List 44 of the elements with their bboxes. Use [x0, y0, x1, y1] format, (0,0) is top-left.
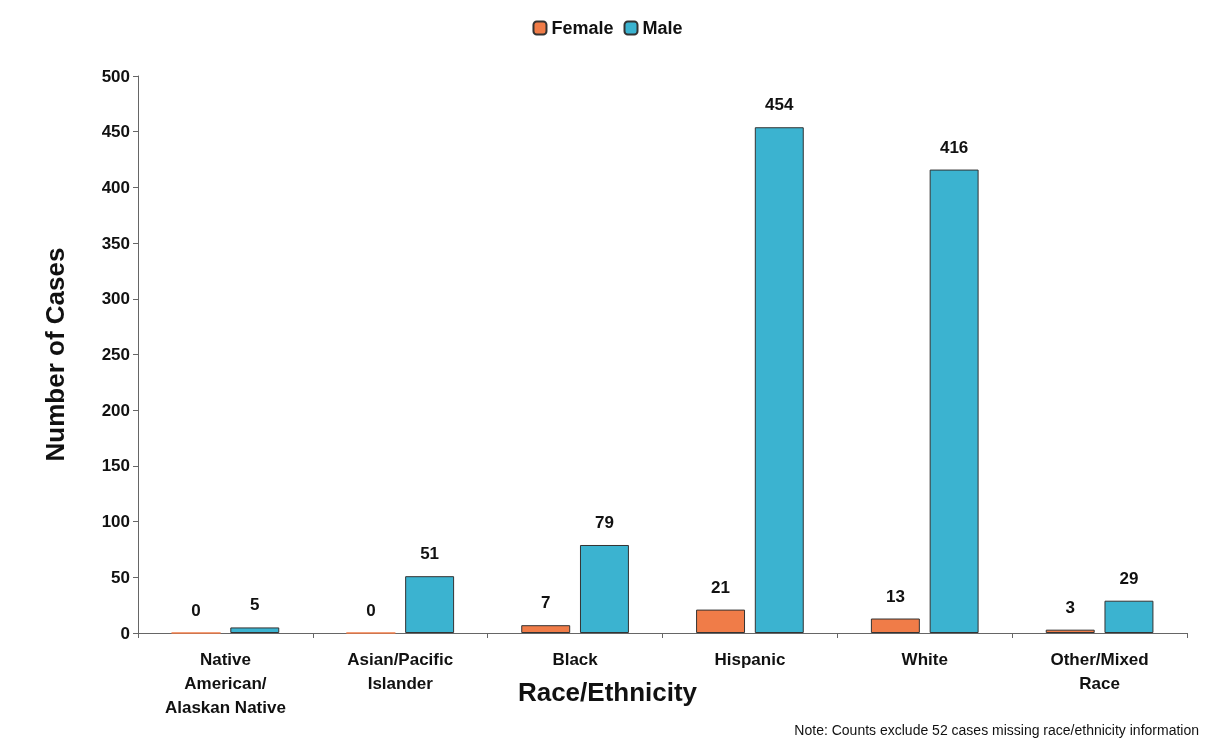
legend-label: Female	[551, 18, 614, 38]
data-label: 3	[1065, 597, 1075, 617]
bar	[579, 544, 629, 633]
data-label: 13	[885, 586, 905, 606]
data-label: 51	[420, 544, 440, 564]
y-tick-label: 450	[101, 122, 130, 142]
bar	[870, 618, 920, 633]
data-label: 0	[366, 600, 376, 620]
data-label: 21	[711, 577, 731, 597]
data-label: 416	[939, 137, 969, 157]
y-tick-label: 250	[101, 345, 130, 364]
x-tick-label: Other/Mixed Race	[1050, 649, 1149, 693]
text: Note: Counts exclude 52 cases missing race/ethnicity information	[794, 722, 1199, 738]
bar	[405, 576, 455, 633]
y-tick-label: 200	[101, 400, 130, 420]
bar	[1104, 600, 1154, 633]
bar	[1045, 629, 1095, 633]
data-label: 5	[250, 595, 260, 615]
bar	[230, 627, 280, 633]
bar	[754, 127, 804, 633]
bar	[696, 609, 746, 633]
y-tick-label: 100	[101, 512, 130, 532]
data-label: 7	[540, 593, 551, 613]
y-tick-label: 400	[101, 177, 130, 197]
bar	[521, 625, 571, 633]
x-tick-label: Hispanic	[714, 649, 786, 669]
x-tick-label: Native American/ Alaskan Native	[164, 649, 286, 717]
x-tick-label: Black	[552, 649, 599, 669]
y-tick-label: 150	[101, 456, 130, 476]
y-tick-label: 50	[111, 567, 130, 587]
y-tick-label: 0	[120, 623, 130, 643]
data-label: 454	[765, 95, 795, 115]
bar	[929, 169, 979, 633]
x-tick-label: White	[901, 649, 948, 669]
legend-label: Male	[642, 18, 683, 38]
x-axis-title: Race/Ethnicity	[517, 677, 698, 707]
y-tick-label: 350	[101, 233, 130, 253]
y-axis-title: Number of Cases	[40, 247, 70, 462]
y-tick-label: 500	[101, 66, 130, 86]
data-label: 79	[594, 512, 614, 532]
y-tick-label: 300	[101, 289, 130, 309]
x-tick-label: Asian/Pacific Islander	[347, 649, 454, 693]
data-label: 0	[191, 600, 201, 620]
data-label: 29	[1119, 568, 1139, 588]
